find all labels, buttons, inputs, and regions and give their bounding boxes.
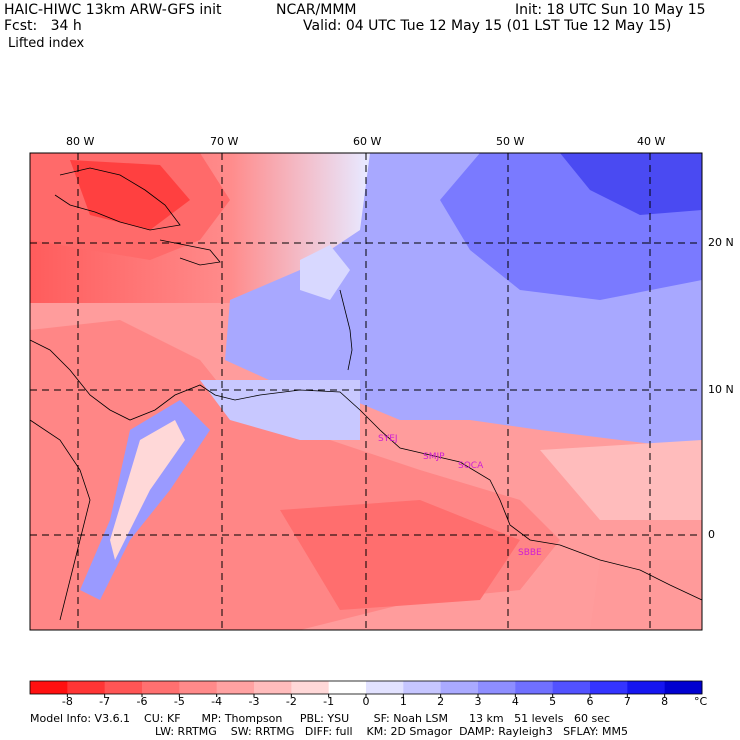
colorbar-swatch [590,681,628,694]
colorbar-tick-label: 7 [623,695,631,708]
colorbar-swatch [552,681,591,694]
colorbar-swatch [627,681,666,694]
lon-label: 50 W [496,135,525,148]
lat-label: 0 [708,528,715,541]
colorbar-tick-label: 5 [549,695,557,708]
org-label: NCAR/MMM [276,2,357,18]
colorbar-swatch [403,681,442,694]
lon-label: 40 W [637,135,666,148]
colorbar-swatch [440,681,479,694]
colorbar [29,680,703,697]
model-info-line2: LW: RRTMG SW: RRTMG DIFF: full KM: 2D Sm… [155,725,628,738]
coastlines [29,167,703,621]
colorbar-tick-label: -8 [61,695,73,708]
colorbar-tick-label: -7 [99,695,111,708]
colorbar-swatch [664,681,703,694]
colorbar-swatch [179,681,218,694]
colorbar-tick-label: -4 [211,695,223,708]
station-label: SBBE [518,548,542,558]
colorbar-swatch [104,681,143,694]
colorbar-tick-label: 8 [661,695,669,708]
colorbar-tick-label: 6 [586,695,594,708]
field-name: Lifted index [8,36,85,51]
colorbar-tick-label: 3 [474,695,482,708]
colorbar-swatch [515,681,554,694]
colorbar-tick-label: 2 [437,695,445,708]
colorbar-tick-label: 4 [511,695,519,708]
colorbar-unit: °C [694,695,708,708]
init-time: Init: 18 UTC Sun 10 May 15 [515,2,706,18]
lat-label: 10 N [708,383,734,396]
model-info-line1: Model Info: V3.6.1 CU: KF MP: Thompson P… [30,712,610,725]
station-label: SMJP [423,452,445,462]
lon-label: 70 W [210,135,239,148]
colorbar-swatch [328,681,367,694]
model-title: HAIC-HIWC 13km ARW-GFS init [4,2,222,18]
colorbar-tick-label: 0 [362,695,370,708]
colorbar-swatch [30,681,68,694]
map-frame [29,152,703,631]
colorbar-swatch [67,681,106,694]
colorbar-tick-label: -5 [173,695,185,708]
lon-label: 60 W [353,135,382,148]
colorbar-tick-label: 1 [399,695,407,708]
colorbar-tick-label: -6 [136,695,148,708]
colorbar-swatch [478,681,516,694]
colorbar-tick-label: -3 [248,695,260,708]
colorbar-swatch [216,681,255,694]
colorbar-swatch [366,681,404,694]
lon-label: 80 W [66,135,95,148]
station-label: SOCA [458,461,484,471]
valid-time: Valid: 04 UTC Tue 12 May 15 (01 LST Tue … [303,18,672,34]
lat-label: 20 N [708,236,734,249]
colorbar-tick-label: -1 [323,695,335,708]
forecast-hour: Fcst: 34 h [4,18,82,34]
colorbar-swatch [142,681,180,694]
colorbar-tick-label: -2 [285,695,297,708]
colorbar-swatch [254,681,292,694]
station-label: SYEJ [378,434,398,444]
colorbar-swatch [291,681,330,694]
graticule [30,153,702,630]
